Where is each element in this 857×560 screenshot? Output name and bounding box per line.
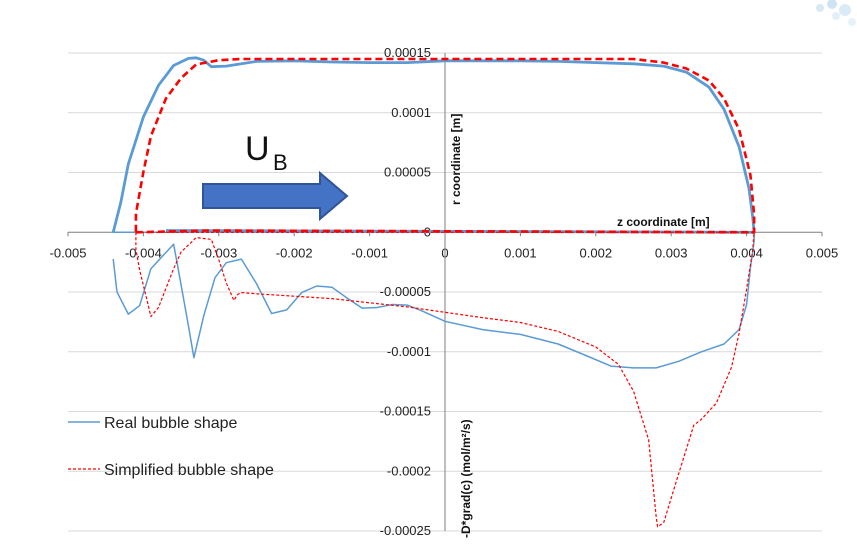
x-tick-label: 0.003	[655, 245, 688, 260]
x-tick-label: 0.005	[806, 245, 839, 260]
series-line-real-shape	[111, 56, 756, 234]
y-tick-label: 0.0001	[391, 105, 431, 120]
y-tick-label: -0.00025	[380, 523, 431, 538]
legend: Real bubble shape Simplified bubble shap…	[68, 415, 274, 479]
flow-label-subscript: B	[273, 150, 288, 175]
y-axis-label-lower: -D*grad(c) (mol/m²/s)	[459, 419, 473, 538]
series-line-simplified-flux	[135, 231, 755, 528]
x-tick-label: -0.004	[125, 245, 162, 260]
flow-arrow	[202, 170, 349, 222]
flow-annotation: U B	[202, 130, 349, 222]
x-tick-label: -0.002	[276, 245, 313, 260]
legend-label-real: Real bubble shape	[104, 415, 238, 432]
y-tick-labels: 0.000150.00010.000050-0.00005-0.0001-0.0…	[380, 45, 431, 538]
x-tick-label: 0.001	[504, 245, 537, 260]
y-tick-label: -0.0001	[387, 344, 431, 359]
x-tick-label: -0.005	[50, 245, 87, 260]
x-axis-label: z coordinate [m]	[617, 215, 710, 229]
x-tick-label: -0.003	[200, 245, 237, 260]
series-line-real-flux	[112, 231, 755, 369]
y-tick-label: -0.00015	[380, 404, 431, 419]
flow-label: U	[245, 130, 270, 168]
legend-label-simplified: Simplified bubble shape	[104, 462, 274, 479]
y-tick-label: 0.00005	[384, 165, 431, 180]
x-tick-labels: -0.005-0.004-0.003-0.002-0.00100.0010.00…	[50, 232, 839, 260]
x-tick-label: -0.001	[351, 245, 388, 260]
y-axis-label-upper: r coordinate [m]	[449, 114, 463, 205]
y-tick-label: -0.00005	[380, 284, 431, 299]
x-tick-label: 0.002	[580, 245, 613, 260]
series-line-simplified-shape	[134, 57, 756, 234]
corner-decoration	[816, 0, 856, 26]
x-tick-label: 0.004	[730, 245, 763, 260]
series-layer	[111, 56, 756, 528]
y-tick-label: -0.0002	[387, 463, 431, 478]
y-tick-label: 0.00015	[384, 45, 431, 60]
